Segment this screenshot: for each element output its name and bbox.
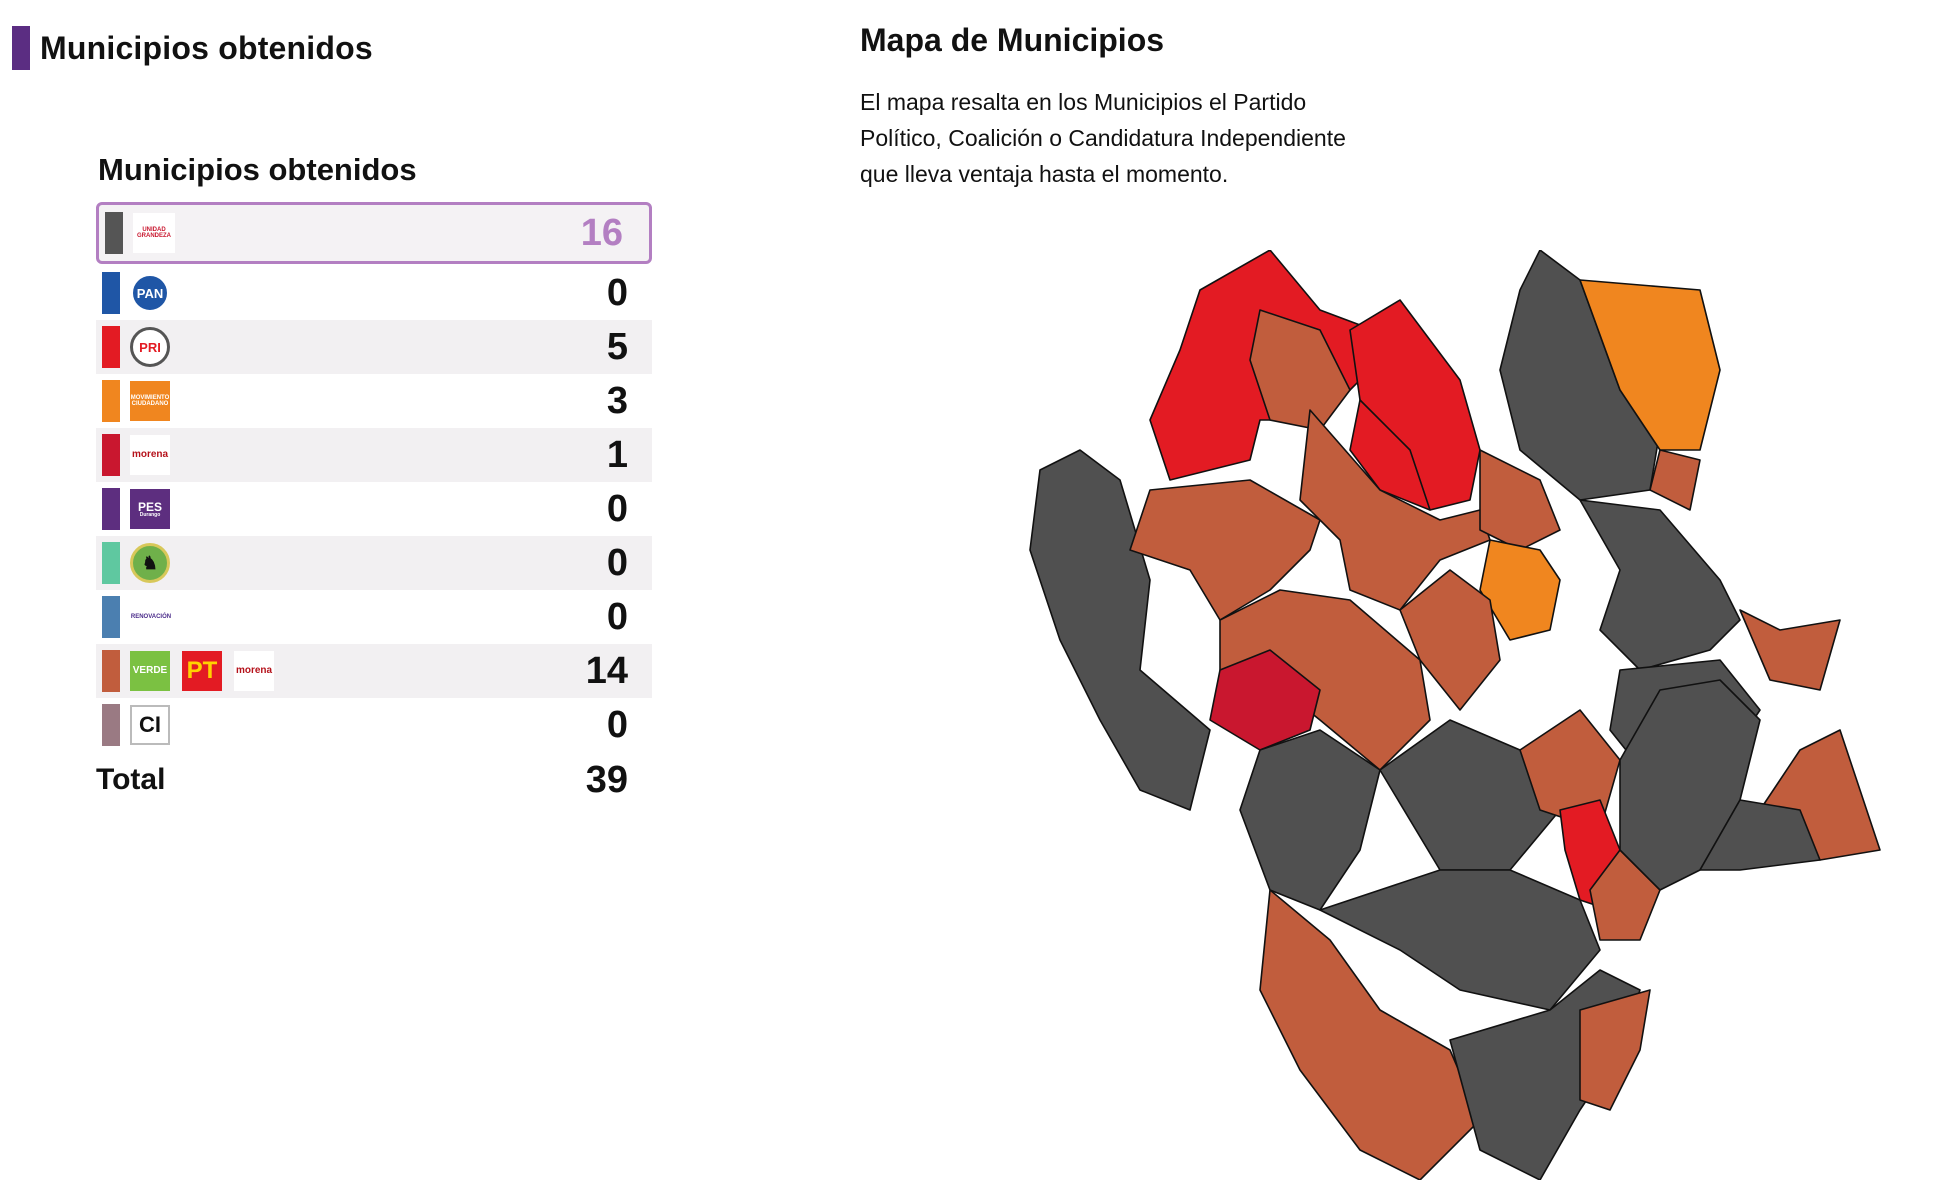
horse-icon: ♞ [141,553,159,573]
party-count: 5 [606,325,628,368]
results-table: Municipios obtenidos UNIDAD GRANDEZA 16 PA… [96,152,652,808]
party-logos: ♞ [130,543,170,583]
pes-logo-icon: PES Durango [130,489,170,529]
logo-text: morena [131,449,169,460]
morena-logo-icon: morena [234,651,274,691]
party-color-swatch [102,272,120,314]
verde-logo-icon: VERDE [130,651,170,691]
party-color-swatch [102,542,120,584]
party-count: 0 [606,541,628,584]
municipality-region[interactable] [1319,869,1601,1011]
municipality-region[interactable] [1239,729,1381,911]
party-count: 0 [606,487,628,530]
total-row: Total 39 [96,752,652,808]
section-accent-bar [12,26,30,70]
party-logos: MOVIMIENTO CIUDADANO [130,381,170,421]
unidad-grandeza-logo-icon: UNIDAD GRANDEZA [133,213,175,253]
party-row[interactable]: RENOVACIÓN 0 [96,590,652,644]
party-color-swatch [102,596,120,638]
municipios-map[interactable] [1020,250,1920,1180]
municipality-region[interactable] [1349,399,1431,511]
municipality-region[interactable] [1479,539,1561,641]
total-label: Total [96,763,166,796]
section-title: Municipios obtenidos [40,29,373,66]
party-logos: VERDE PT morena [130,651,274,691]
party-row[interactable]: morena 1 [96,428,652,482]
logo-text: CI [139,712,161,737]
party-row[interactable]: ♞ 0 [96,536,652,590]
party-color-swatch [102,704,120,746]
pan-logo-icon: PAN [130,273,170,313]
logo-text: PT [186,657,218,684]
table-title: Municipios obtenidos [98,152,417,187]
municipality-region[interactable] [1699,799,1821,871]
party-color-swatch [102,326,120,368]
party-logos: PES Durango [130,489,170,529]
municipality-region[interactable] [1579,499,1741,671]
logo-text: morena [235,665,273,676]
party-logos: PRI [130,327,170,367]
ci-logo-icon: CI [130,705,170,745]
party-color-swatch [105,212,123,254]
party-logos: RENOVACIÓN [130,597,172,637]
party-count: 1 [606,433,628,476]
section-header: Municipios obtenidos [12,26,373,70]
party-color-swatch [102,488,120,530]
party-color-swatch [102,380,120,422]
logo-text: PRI [139,339,161,355]
party-logos: CI [130,705,170,745]
total-value: 39 [585,758,628,801]
party-color-swatch [102,434,120,476]
morena-logo-icon: morena [130,435,170,475]
party-logos: morena [130,435,170,475]
party-row[interactable]: PAN 0 [96,266,652,320]
logo-text: UNIDAD GRANDEZA [137,227,171,239]
party-count: 0 [606,595,628,638]
map-description: El mapa resalta en los Municipios el Par… [860,89,1346,187]
party-row[interactable]: MOVIMIENTO CIUDADANO 3 [96,374,652,428]
renovacion-logo-icon: RENOVACIÓN [130,597,172,637]
municipality-region[interactable] [1649,449,1701,511]
logo-text: MOVIMIENTO CIUDADANO [130,395,170,407]
party-row[interactable]: CI 0 [96,698,652,752]
municipality-region[interactable] [1299,409,1491,611]
map-title: Mapa de Municipios [860,22,1165,58]
party-logos: UNIDAD GRANDEZA [133,213,175,253]
party-count: 0 [606,703,628,746]
party-rows: UNIDAD GRANDEZA 16 PAN 0 PRI 5 MOVIMIENTO CIUD… [96,202,652,752]
municipality-region[interactable] [1579,279,1721,451]
party-row[interactable]: PRI 5 [96,320,652,374]
logo-subtext: Durango [139,511,161,518]
party-color-swatch [102,650,120,692]
logo-text: PES [137,499,162,514]
municipality-region[interactable] [1739,609,1841,691]
municipality-region[interactable] [1209,649,1321,751]
municipality-region[interactable] [1479,449,1561,551]
pt-logo-icon: PT [182,651,222,691]
party-row[interactable]: UNIDAD GRANDEZA 16 [96,202,652,264]
party-count: 0 [606,271,628,314]
horse-logo-icon: ♞ [130,543,170,583]
municipality-region[interactable] [1029,449,1211,811]
municipality-region[interactable] [1519,709,1621,831]
movimiento-ciudadano-logo-icon: MOVIMIENTO CIUDADANO [130,381,170,421]
party-row[interactable]: PES Durango 0 [96,482,652,536]
municipality-region[interactable] [1129,479,1321,621]
municipality-region[interactable] [1579,989,1651,1111]
party-count: 3 [606,379,628,422]
party-count: 14 [585,649,628,692]
logo-text: VERDE [132,665,168,676]
party-row[interactable]: VERDE PT morena 14 [96,644,652,698]
pri-logo-icon: PRI [130,327,170,367]
party-count: 16 [580,211,623,254]
logo-text: RENOVACIÓN [130,614,172,620]
municipality-region[interactable] [1259,889,1481,1180]
party-logos: PAN [130,273,170,313]
logo-text: PAN [136,285,164,301]
